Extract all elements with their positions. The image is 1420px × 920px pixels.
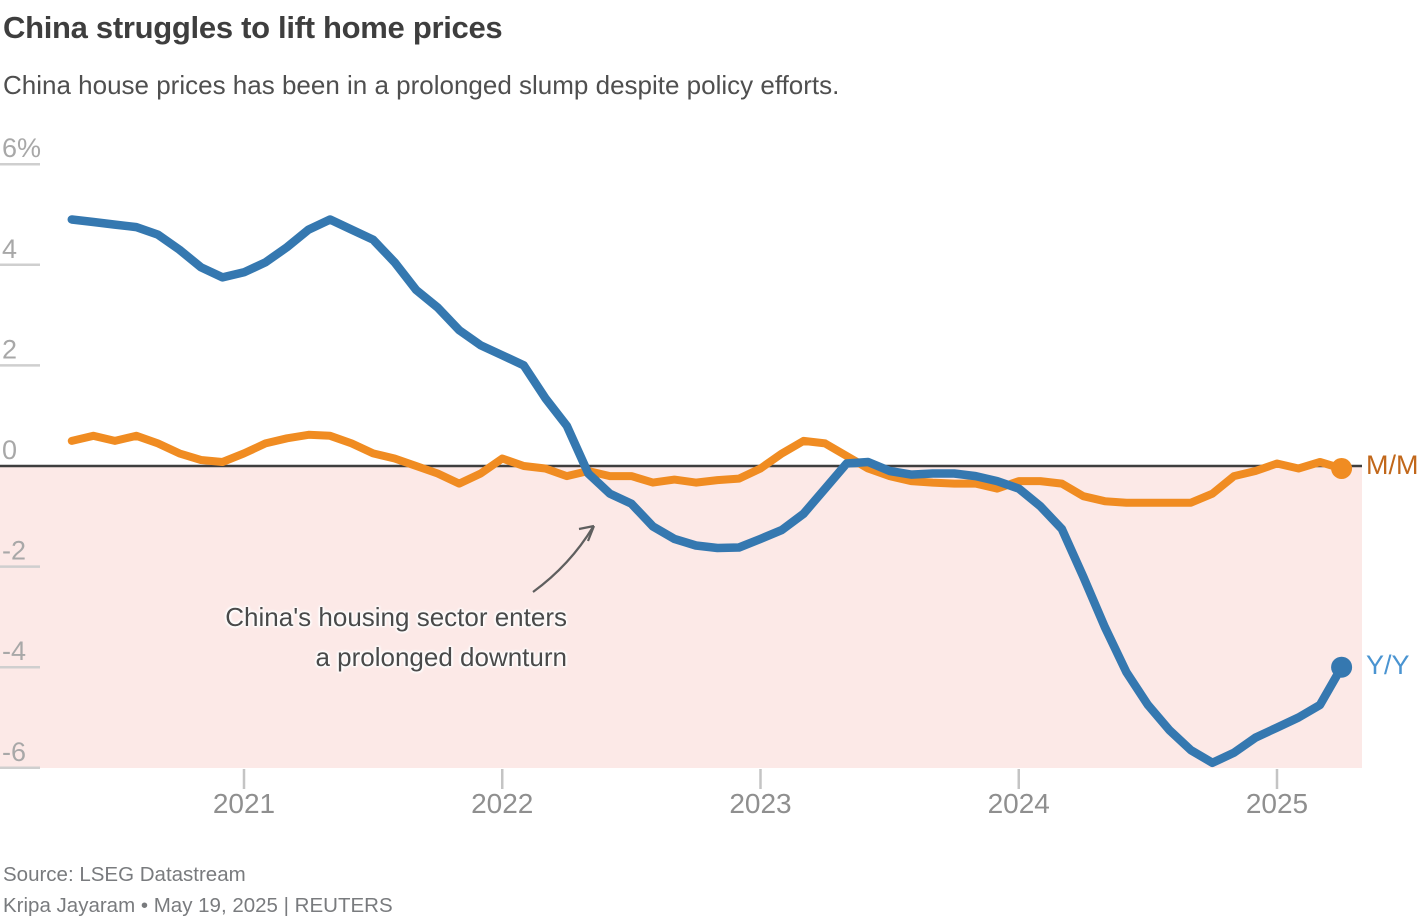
negative-region-shading (0, 466, 1362, 768)
mm-line-series (67, 430, 1346, 507)
yy-end-dot (1331, 656, 1353, 678)
mm-end-dot (1331, 458, 1353, 479)
source-line: Source: LSEG Datastream (3, 863, 246, 886)
y-axis: 6% 4 2 0 -2 -4 -6 (0, 133, 41, 770)
yy-line-series (67, 215, 1346, 768)
arrow-curve (532, 526, 594, 593)
y-tick-label: -4 (2, 636, 26, 666)
x-tick-label: 2023 (729, 788, 791, 819)
y-tick-label: -2 (2, 536, 26, 566)
series-label-mm: M/M (1366, 450, 1419, 480)
chart-annotation: China's housing sector enters a prolonge… (117, 597, 567, 677)
page-title: China struggles to lift home prices (3, 10, 503, 45)
chart-subtitle: China house prices has been in a prolong… (3, 70, 840, 100)
y-tick-label: -6 (2, 737, 26, 767)
x-tick-label: 2022 (471, 788, 533, 819)
x-tick-label: 2025 (1246, 788, 1308, 819)
y-tick-label: 6% (2, 133, 41, 163)
x-tick-label: 2021 (213, 788, 275, 819)
y-tick-label: 2 (2, 334, 17, 364)
y-tick-label: 0 (2, 435, 17, 465)
annotation-arrow (532, 524, 596, 593)
x-tick-label: 2024 (988, 788, 1050, 819)
annotation-line-1: China's housing sector enters (225, 602, 567, 632)
source-credit: Source: LSEG Datastream Kripa Jayaram • … (3, 859, 393, 920)
arrow-head (578, 524, 596, 542)
x-axis: 2021 2022 2023 2024 2025 (213, 769, 1308, 819)
byline: Kripa Jayaram • May 19, 2025 | REUTERS (3, 894, 393, 917)
y-tick-label: 4 (2, 234, 17, 264)
series-label-yy: Y/Y (1366, 650, 1410, 680)
annotation-line-2: a prolonged downturn (315, 642, 567, 672)
